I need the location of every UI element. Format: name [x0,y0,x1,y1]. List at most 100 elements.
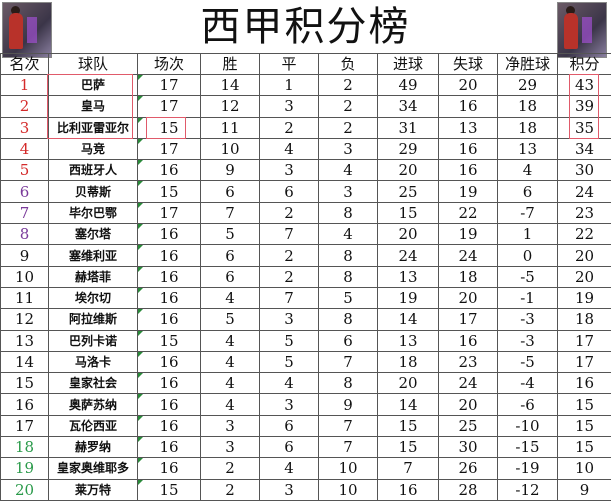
drawn-cell: 2 [260,266,319,287]
goal-difference-cell: 0 [498,245,558,266]
played-cell: 16 [138,437,201,458]
header-points: 积分 [558,54,611,75]
rank-cell: 7 [1,202,49,223]
won-cell: 10 [201,138,260,159]
team-cell: 马竞 [49,138,138,159]
goal-difference-cell: -7 [498,202,558,223]
header-row: 名次球队场次胜平负进球失球净胜球积分 [1,54,611,75]
goals-for-cell: 16 [378,479,439,500]
drawn-cell: 5 [260,330,319,351]
played-cell: 16 [138,394,201,415]
lost-cell: 7 [319,351,378,372]
played-cell: 16 [138,266,201,287]
drawn-cell: 6 [260,415,319,436]
goals-against-cell: 16 [439,96,498,117]
played-cell: 17 [138,202,201,223]
played-cell: 16 [138,373,201,394]
goals-against-cell: 22 [439,202,498,223]
goals-for-cell: 13 [378,266,439,287]
rank-cell: 12 [1,309,49,330]
played-cell: 17 [138,96,201,117]
team-cell: 比利亚雷亚尔 [49,117,138,138]
lost-cell: 2 [319,96,378,117]
rank-cell: 4 [1,138,49,159]
rank-cell: 9 [1,245,49,266]
goals-against-cell: 26 [439,458,498,479]
team-cell: 贝蒂斯 [49,181,138,202]
lost-cell: 10 [319,458,378,479]
won-cell: 4 [201,330,260,351]
goals-for-cell: 29 [378,138,439,159]
won-cell: 6 [201,266,260,287]
rank-cell: 19 [1,458,49,479]
drawn-cell: 3 [260,394,319,415]
drawn-cell: 7 [260,224,319,245]
drawn-cell: 1 [260,75,319,96]
won-cell: 3 [201,415,260,436]
team-cell: 塞维利亚 [49,245,138,266]
team-cell: 皇家社会 [49,373,138,394]
team-cell: 西班牙人 [49,160,138,181]
goals-for-cell: 15 [378,437,439,458]
played-cell: 17 [138,75,201,96]
team-cell: 皇家奥维耶多 [49,458,138,479]
points-cell: 22 [558,224,611,245]
header-team: 球队 [49,54,138,75]
won-cell: 11 [201,117,260,138]
goals-against-cell: 30 [439,437,498,458]
team-cell: 塞尔塔 [49,224,138,245]
won-cell: 14 [201,75,260,96]
goals-for-cell: 31 [378,117,439,138]
drawn-cell: 4 [260,373,319,394]
player-photo-right [557,2,607,58]
lost-cell: 3 [319,138,378,159]
goal-difference-cell: -10 [498,415,558,436]
played-cell: 16 [138,287,201,308]
goals-for-cell: 13 [378,330,439,351]
goals-for-cell: 7 [378,458,439,479]
goals-against-cell: 20 [439,287,498,308]
lost-cell: 3 [319,181,378,202]
goal-difference-cell: -12 [498,479,558,500]
drawn-cell: 2 [260,117,319,138]
lost-cell: 7 [319,415,378,436]
won-cell: 6 [201,245,260,266]
rank-cell: 11 [1,287,49,308]
team-cell: 赫塔菲 [49,266,138,287]
won-cell: 7 [201,202,260,223]
goals-against-cell: 19 [439,224,498,245]
points-cell: 30 [558,160,611,181]
drawn-cell: 2 [260,202,319,223]
played-cell: 15 [138,181,201,202]
team-cell: 莱万特 [49,479,138,500]
rank-cell: 5 [1,160,49,181]
lost-cell: 4 [319,224,378,245]
goals-against-cell: 20 [439,75,498,96]
goals-for-cell: 24 [378,245,439,266]
played-cell: 15 [138,117,201,138]
goal-difference-cell: 18 [498,117,558,138]
header-rank: 名次 [1,54,49,75]
goal-difference-cell: 13 [498,138,558,159]
points-cell: 15 [558,415,611,436]
points-cell: 17 [558,330,611,351]
header-drawn: 平 [260,54,319,75]
points-cell: 16 [558,373,611,394]
won-cell: 6 [201,181,260,202]
drawn-cell: 6 [260,437,319,458]
goals-against-cell: 24 [439,245,498,266]
played-cell: 16 [138,224,201,245]
goals-against-cell: 16 [439,138,498,159]
lost-cell: 4 [319,160,378,181]
goals-against-cell: 28 [439,479,498,500]
goals-for-cell: 20 [378,224,439,245]
drawn-cell: 3 [260,309,319,330]
